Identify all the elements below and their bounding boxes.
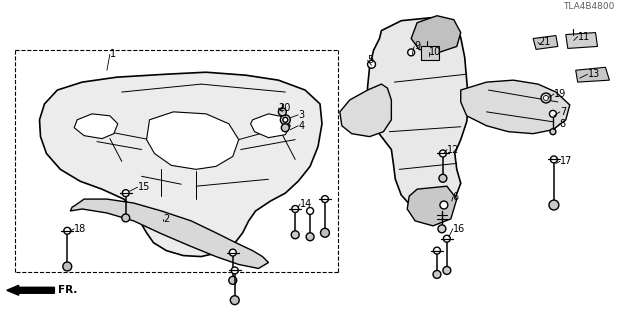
FancyArrow shape	[7, 285, 54, 295]
Text: 9: 9	[414, 42, 420, 52]
Text: 2: 2	[163, 214, 170, 224]
Polygon shape	[576, 67, 609, 82]
Text: 13: 13	[588, 69, 600, 79]
Circle shape	[321, 196, 328, 203]
Circle shape	[63, 262, 72, 271]
Text: 16: 16	[453, 224, 465, 234]
Circle shape	[541, 93, 551, 103]
Polygon shape	[461, 80, 570, 134]
Text: 10: 10	[429, 47, 441, 57]
Circle shape	[292, 205, 299, 212]
Text: TLA4B4800: TLA4B4800	[563, 2, 614, 11]
Text: 19: 19	[554, 89, 566, 99]
Circle shape	[440, 201, 448, 209]
Circle shape	[443, 267, 451, 275]
Circle shape	[433, 247, 440, 254]
Circle shape	[122, 190, 129, 196]
Circle shape	[278, 108, 286, 116]
Polygon shape	[566, 33, 598, 48]
Circle shape	[408, 49, 415, 56]
Polygon shape	[251, 114, 291, 138]
Text: FR.: FR.	[58, 285, 77, 295]
Text: 20: 20	[278, 103, 291, 113]
Circle shape	[229, 276, 237, 284]
Circle shape	[291, 231, 299, 239]
Text: 11: 11	[578, 32, 590, 42]
Polygon shape	[421, 46, 439, 60]
Circle shape	[543, 95, 548, 100]
Polygon shape	[411, 16, 461, 52]
Polygon shape	[147, 112, 239, 169]
Circle shape	[550, 129, 556, 135]
Circle shape	[439, 174, 447, 182]
Text: 8: 8	[560, 119, 566, 129]
Polygon shape	[70, 199, 268, 268]
Polygon shape	[533, 36, 558, 49]
Text: 17: 17	[560, 156, 572, 166]
Circle shape	[280, 115, 291, 125]
Polygon shape	[74, 114, 118, 139]
Text: 15: 15	[138, 182, 150, 192]
Text: 6: 6	[453, 192, 459, 202]
Text: 18: 18	[74, 224, 86, 234]
Polygon shape	[367, 18, 468, 211]
Text: 14: 14	[300, 199, 312, 209]
Text: 21: 21	[538, 37, 550, 47]
Circle shape	[444, 235, 451, 242]
Polygon shape	[340, 84, 392, 137]
Text: 1: 1	[110, 49, 116, 60]
Polygon shape	[40, 72, 322, 257]
Text: 7: 7	[560, 107, 566, 117]
Circle shape	[367, 60, 376, 68]
Circle shape	[550, 156, 557, 163]
Circle shape	[440, 150, 446, 157]
Circle shape	[283, 117, 288, 122]
Circle shape	[438, 225, 446, 233]
Circle shape	[550, 110, 556, 117]
Text: 12: 12	[447, 145, 460, 155]
Circle shape	[282, 124, 289, 132]
Circle shape	[433, 270, 441, 278]
Circle shape	[306, 233, 314, 241]
Text: 3: 3	[298, 110, 305, 120]
Circle shape	[307, 207, 314, 214]
Circle shape	[231, 267, 238, 274]
Text: 4: 4	[298, 121, 305, 131]
Circle shape	[549, 200, 559, 210]
Circle shape	[230, 296, 239, 305]
Text: 5: 5	[367, 55, 374, 65]
Polygon shape	[407, 186, 457, 226]
Circle shape	[229, 249, 236, 256]
Circle shape	[64, 227, 71, 234]
Circle shape	[321, 228, 330, 237]
Circle shape	[122, 214, 130, 222]
